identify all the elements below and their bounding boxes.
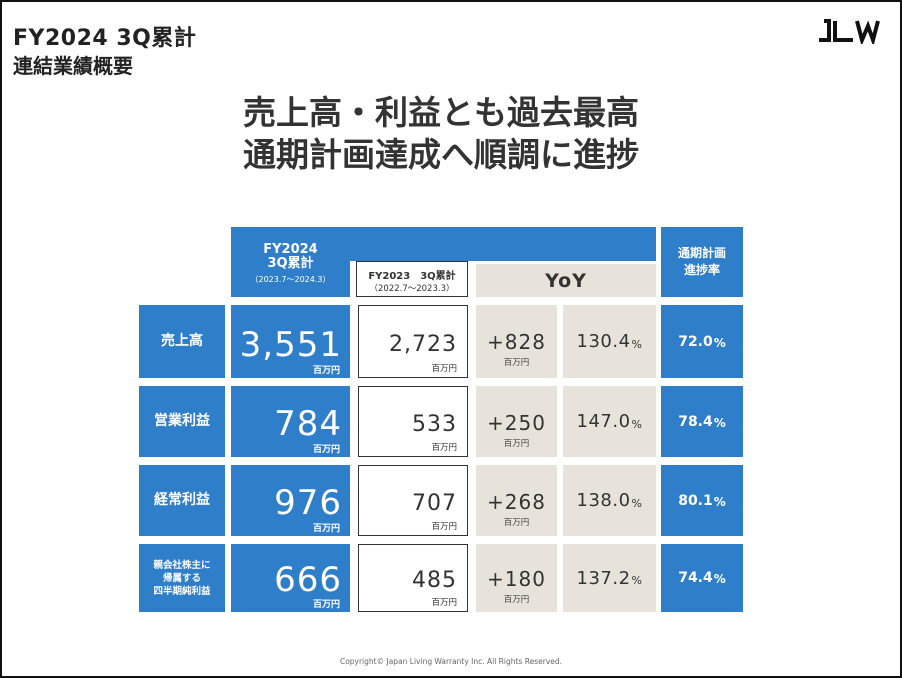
fy2024-operating-profit-value: 784 <box>274 404 342 444</box>
progress-sales-value: 72.0 <box>678 333 713 350</box>
percent-sign: % <box>631 496 643 510</box>
unit-label: 百万円 <box>431 522 457 532</box>
fy2024-sales-value: 3,551 <box>239 325 342 365</box>
header-yoy: YoY <box>476 264 656 297</box>
percent-sign: % <box>713 494 726 509</box>
yoy-ratio-ordinary-profit-value: 138.0 <box>576 490 631 511</box>
percent-sign: % <box>631 574 643 587</box>
percent-sign: % <box>631 417 643 431</box>
headline-line-1: 売上高・利益とも過去最高 <box>243 93 639 132</box>
header-fy2024-bar <box>231 227 656 261</box>
unit-label: 百万円 <box>431 364 457 374</box>
slide-title: FY2024 3Q累計 <box>13 26 197 51</box>
fy2024-ordinary-profit-value: 976 <box>274 483 342 523</box>
yoy-diff-sales-cell: +828 百万円 <box>476 305 557 378</box>
row-label-sales: 売上高 <box>139 305 225 378</box>
fy2023-operating-profit-cell: 533 百万円 <box>358 386 468 457</box>
percent-sign: % <box>631 337 643 351</box>
unit-label: 百万円 <box>431 598 457 608</box>
copyright-footer: Copyright© Japan Living Warranty Inc. Al… <box>339 657 563 666</box>
yoy-diff-sales-value: +828 <box>487 330 546 354</box>
progress-operating-profit-value: 78.4 <box>678 413 713 430</box>
yoy-diff-net-profit-cell: +180 百万円 <box>476 544 557 612</box>
header-fy2024-range: （2023.7～2024.3） <box>250 275 331 284</box>
fy2023-sales-cell: 2,723 百万円 <box>358 305 468 378</box>
headline-line-2: 通期計画達成へ順調に進捗 <box>243 135 639 174</box>
unit-label: 百万円 <box>503 595 530 605</box>
unit-label: 百万円 <box>503 358 530 368</box>
slide-subtitle: 連結業績概要 <box>13 54 133 78</box>
yoy-ratio-operating-profit-cell: 147.0% <box>563 386 656 457</box>
progress-ordinary-profit-value: 80.1 <box>678 492 713 509</box>
fy2024-operating-profit-cell: 784 百万円 <box>231 386 350 457</box>
header-fy2024-label: FY2024 3Q累計 <box>263 242 318 271</box>
fy2023-ordinary-profit-cell: 707 百万円 <box>358 465 468 536</box>
yoy-ratio-net-profit-value: 137.2 <box>576 567 631 589</box>
header-fy2023-range: （2022.7～2023.3） <box>369 284 455 294</box>
yoy-ratio-ordinary-profit-cell: 138.0% <box>563 465 656 536</box>
fy2023-net-profit-cell: 485 百万円 <box>358 544 468 612</box>
unit-label: 百万円 <box>312 366 340 376</box>
yoy-diff-operating-profit-cell: +250 百万円 <box>476 386 557 457</box>
progress-sales-cell: 72.0% <box>661 305 743 378</box>
fy2024-net-profit-value: 666 <box>274 560 342 600</box>
progress-operating-profit-cell: 78.4% <box>661 386 743 457</box>
yoy-ratio-net-profit-cell: 137.2% <box>563 544 656 612</box>
fy2024-net-profit-cell: 666 百万円 <box>231 544 350 612</box>
fy2024-sales-cell: 3,551 百万円 <box>231 305 350 378</box>
row-label-operating-profit: 営業利益 <box>139 386 225 457</box>
percent-sign: % <box>713 572 726 586</box>
unit-label: 百万円 <box>503 439 530 449</box>
yoy-diff-ordinary-profit-value: +268 <box>487 490 546 514</box>
yoy-ratio-operating-profit-value: 147.0 <box>576 411 631 432</box>
fy2023-net-profit-value: 485 <box>412 568 457 593</box>
yoy-ratio-sales-cell: 130.4% <box>563 305 656 378</box>
row-label-net-profit: 親会社株主に 帰属する 四半期純利益 <box>139 544 225 612</box>
fy2023-ordinary-profit-value: 707 <box>412 491 457 516</box>
progress-net-profit-cell: 74.4% <box>661 544 743 612</box>
yoy-diff-operating-profit-value: +250 <box>487 411 546 435</box>
progress-net-profit-value: 74.4 <box>678 570 713 586</box>
unit-label: 百万円 <box>503 518 530 528</box>
progress-ordinary-profit-cell: 80.1% <box>661 465 743 536</box>
unit-label: 百万円 <box>312 600 340 610</box>
yoy-diff-ordinary-profit-cell: +268 百万円 <box>476 465 557 536</box>
unit-label: 百万円 <box>431 443 457 453</box>
company-logo <box>817 18 881 48</box>
unit-label: 百万円 <box>312 445 340 455</box>
fy2024-ordinary-profit-cell: 976 百万円 <box>231 465 350 536</box>
row-label-ordinary-profit: 経常利益 <box>139 465 225 536</box>
header-fy2024-cell <box>231 261 350 297</box>
yoy-ratio-sales-value: 130.4 <box>576 331 631 352</box>
yoy-diff-net-profit-value: +180 <box>487 567 546 591</box>
fy2023-operating-profit-value: 533 <box>412 412 457 437</box>
fy2023-sales-value: 2,723 <box>389 332 457 357</box>
header-fy2023-cell: FY2023 3Q累計 （2022.7～2023.3） <box>356 261 468 297</box>
unit-label: 百万円 <box>312 524 340 534</box>
header-progress: 通期計画 進捗率 <box>661 227 743 297</box>
header-fy2023-label: FY2023 3Q累計 <box>368 271 456 282</box>
percent-sign: % <box>713 335 726 350</box>
percent-sign: % <box>713 415 726 430</box>
